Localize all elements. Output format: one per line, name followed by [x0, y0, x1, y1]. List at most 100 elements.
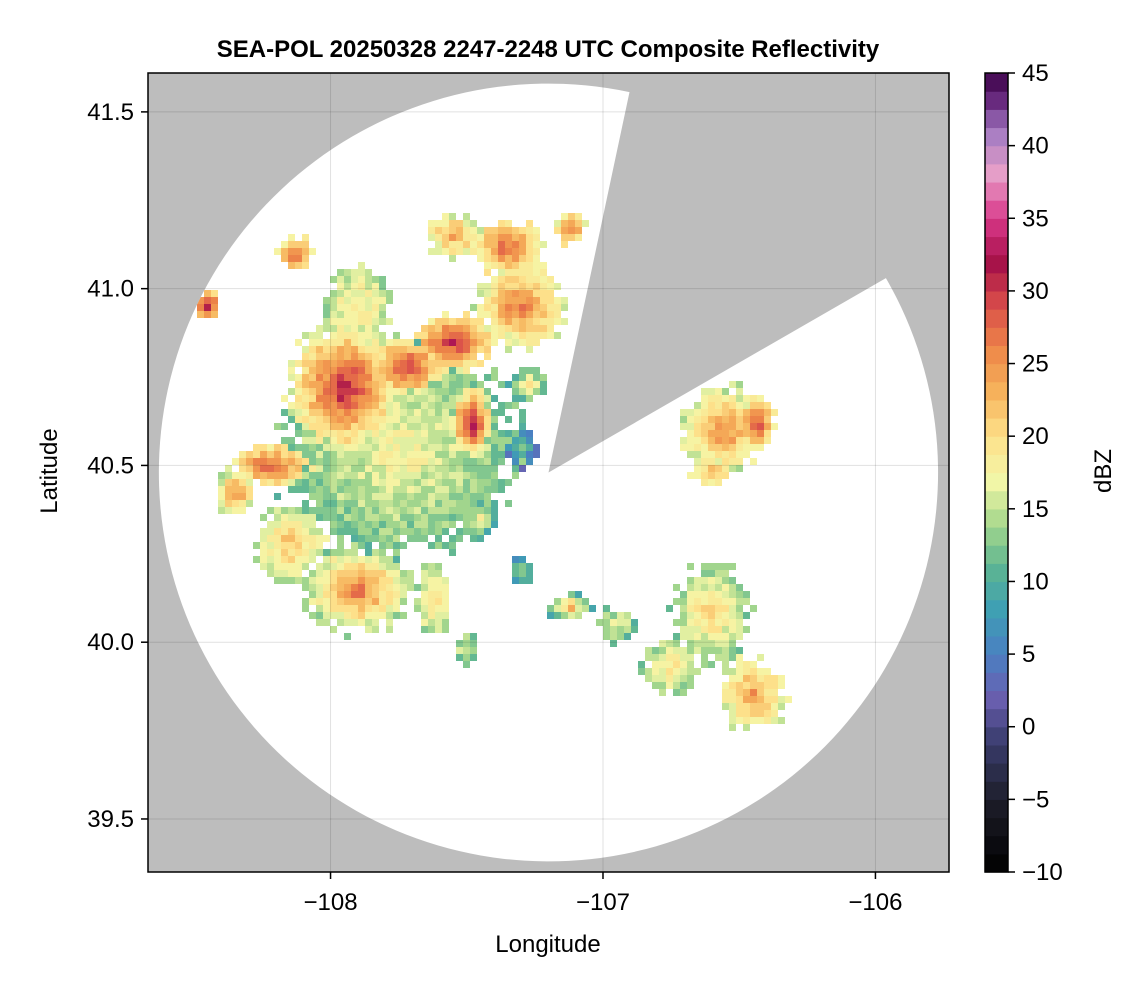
echo-pixel: [365, 465, 372, 472]
echo-pixel: [393, 542, 400, 549]
colorbar-tick-label: 20: [1022, 423, 1049, 450]
echo-pixel: [442, 584, 449, 591]
colorbar-segment: [985, 436, 1008, 455]
echo-pixel: [316, 542, 323, 549]
echo-pixel: [330, 577, 337, 584]
echo-pixel: [498, 437, 505, 444]
echo-pixel: [323, 472, 330, 479]
echo-pixel: [491, 444, 498, 451]
echo-pixel: [358, 437, 365, 444]
echo-pixel: [428, 584, 435, 591]
colorbar-tick-label: 15: [1022, 496, 1049, 523]
echo-pixel: [372, 423, 379, 430]
echo-pixel: [449, 388, 456, 395]
echo-pixel: [477, 248, 484, 255]
echo-pixel: [750, 458, 757, 465]
echo-pixel: [428, 430, 435, 437]
echo-pixel: [358, 297, 365, 304]
echo-pixel: [386, 563, 393, 570]
echo-pixel: [743, 696, 750, 703]
echo-pixel: [617, 633, 624, 640]
echo-pixel: [393, 416, 400, 423]
echo-pixel: [715, 563, 722, 570]
echo-pixel: [281, 409, 288, 416]
echo-pixel: [351, 297, 358, 304]
echo-pixel: [736, 612, 743, 619]
echo-pixel: [498, 220, 505, 227]
echo-pixel: [666, 661, 673, 668]
echo-pixel: [771, 675, 778, 682]
echo-pixel: [533, 262, 540, 269]
echo-pixel: [729, 577, 736, 584]
echo-pixel: [309, 612, 316, 619]
echo-pixel: [764, 696, 771, 703]
echo-pixel: [358, 493, 365, 500]
echo-pixel: [540, 262, 547, 269]
echo-pixel: [708, 598, 715, 605]
echo-pixel: [729, 612, 736, 619]
echo-pixel: [617, 626, 624, 633]
echo-pixel: [316, 577, 323, 584]
echo-pixel: [302, 535, 309, 542]
echo-pixel: [722, 577, 729, 584]
echo-pixel: [435, 507, 442, 514]
echo-pixel: [442, 234, 449, 241]
echo-pixel: [379, 346, 386, 353]
echo-pixel: [498, 269, 505, 276]
colorbar-tick-label: 5: [1022, 641, 1035, 668]
echo-pixel: [540, 388, 547, 395]
echo-pixel: [421, 535, 428, 542]
echo-pixel: [673, 654, 680, 661]
echo-pixel: [281, 549, 288, 556]
echo-pixel: [337, 472, 344, 479]
echo-pixel: [575, 234, 582, 241]
echo-pixel: [288, 507, 295, 514]
echo-pixel: [701, 605, 708, 612]
echo-pixel: [400, 430, 407, 437]
echo-pixel: [344, 556, 351, 563]
echo-pixel: [687, 612, 694, 619]
echo-pixel: [736, 458, 743, 465]
echo-pixel: [477, 234, 484, 241]
echo-pixel: [421, 423, 428, 430]
echo-pixel: [421, 360, 428, 367]
echo-pixel: [379, 549, 386, 556]
colorbar-tick-label: 40: [1022, 133, 1049, 160]
echo-pixel: [722, 661, 729, 668]
echo-pixel: [260, 465, 267, 472]
echo-pixel: [330, 444, 337, 451]
echo-pixel: [330, 297, 337, 304]
echo-pixel: [722, 458, 729, 465]
echo-pixel: [484, 283, 491, 290]
echo-pixel: [687, 682, 694, 689]
echo-pixel: [421, 346, 428, 353]
echo-pixel: [295, 262, 302, 269]
echo-pixel: [729, 654, 736, 661]
echo-pixel: [400, 374, 407, 381]
echo-pixel: [708, 409, 715, 416]
echo-pixel: [463, 388, 470, 395]
echo-pixel: [302, 563, 309, 570]
echo-pixel: [470, 241, 477, 248]
echo-pixel: [456, 654, 463, 661]
echo-pixel: [351, 318, 358, 325]
echo-pixel: [358, 570, 365, 577]
echo-pixel: [491, 339, 498, 346]
echo-pixel: [358, 619, 365, 626]
echo-pixel: [421, 570, 428, 577]
echo-pixel: [330, 374, 337, 381]
echo-pixel: [386, 465, 393, 472]
echo-pixel: [407, 360, 414, 367]
echo-pixel: [323, 479, 330, 486]
echo-pixel: [421, 528, 428, 535]
echo-pixel: [645, 654, 652, 661]
echo-pixel: [421, 472, 428, 479]
echo-pixel: [491, 325, 498, 332]
echo-pixel: [463, 353, 470, 360]
echo-pixel: [393, 437, 400, 444]
colorbar-segment: [985, 708, 1008, 728]
echo-pixel: [435, 500, 442, 507]
echo-pixel: [470, 339, 477, 346]
echo-pixel: [379, 437, 386, 444]
echo-pixel: [337, 437, 344, 444]
